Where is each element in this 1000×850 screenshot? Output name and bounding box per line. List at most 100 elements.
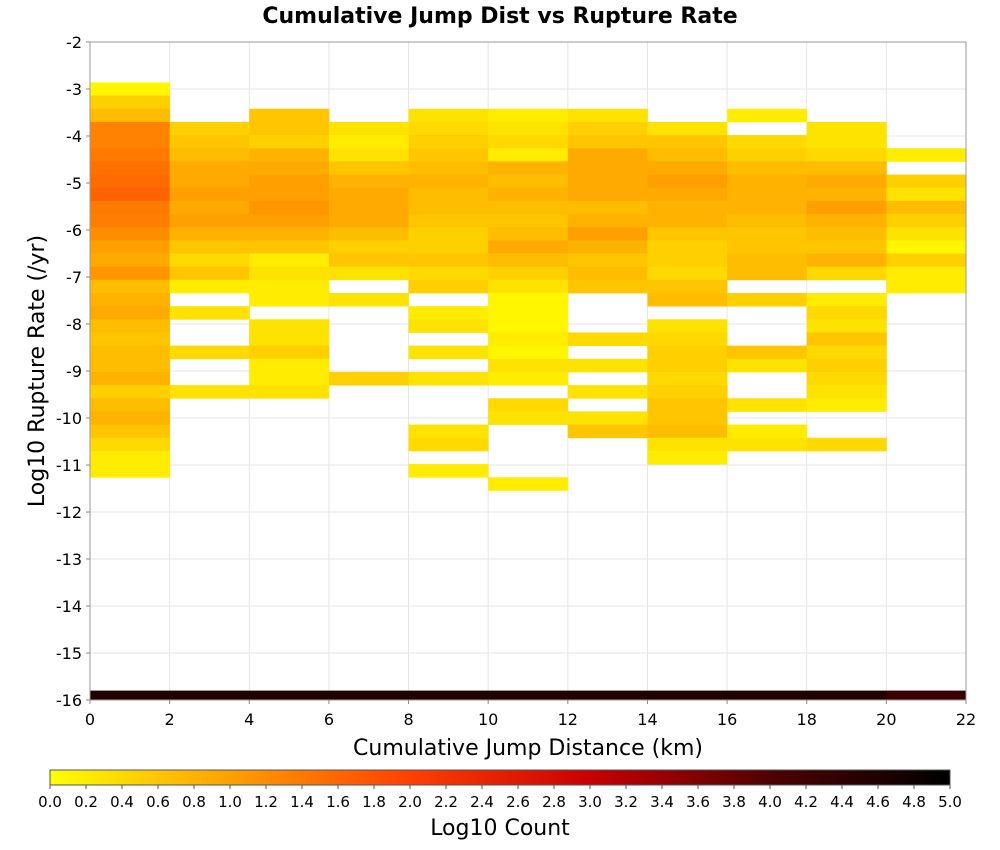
heatmap-cell bbox=[806, 135, 887, 149]
heatmap-cell bbox=[886, 266, 967, 281]
colorbar-tick-label: 3.0 bbox=[578, 793, 602, 811]
y-tick-label: -11 bbox=[56, 456, 82, 475]
heatmap-cell bbox=[408, 227, 489, 241]
heatmap-cell bbox=[249, 121, 330, 136]
heatmap-cell bbox=[328, 253, 409, 268]
heatmap-cell bbox=[488, 477, 569, 491]
heatmap-cell bbox=[806, 121, 887, 136]
heatmap-cell bbox=[647, 358, 728, 373]
heatmap-cell bbox=[169, 214, 250, 228]
colorbar-label: Log10 Count bbox=[430, 816, 570, 841]
heatmap-cell bbox=[408, 187, 489, 202]
heatmap-cell bbox=[647, 121, 728, 136]
y-tick-label: -3 bbox=[66, 80, 82, 99]
y-tick-label: -16 bbox=[56, 691, 82, 710]
heatmap-cell bbox=[90, 82, 171, 96]
heatmap-cell bbox=[647, 385, 728, 399]
heatmap-cell bbox=[249, 214, 330, 228]
heatmap-cell bbox=[408, 279, 489, 294]
heatmap-cell bbox=[90, 385, 171, 399]
heatmap-cell bbox=[727, 424, 808, 439]
heatmap-cell bbox=[328, 240, 409, 254]
heatmap-cell bbox=[90, 148, 171, 162]
colorbar-tick-label: 2.4 bbox=[470, 793, 494, 811]
heatmap-cell bbox=[328, 227, 409, 241]
heatmap-floor-cell bbox=[567, 690, 648, 700]
heatmap-cell bbox=[328, 200, 409, 215]
heatmap-cell bbox=[727, 266, 808, 281]
heatmap-cell bbox=[488, 161, 569, 175]
heatmap-cell bbox=[90, 398, 171, 412]
heatmap-cell bbox=[408, 319, 489, 333]
heatmap-cell bbox=[328, 148, 409, 162]
x-tick-label: 18 bbox=[797, 710, 817, 729]
heatmap-cell bbox=[249, 161, 330, 175]
heatmap-cell bbox=[567, 332, 648, 347]
x-tick-label: 6 bbox=[324, 710, 334, 729]
colorbar-tick-label: 1.0 bbox=[218, 793, 242, 811]
heatmap-cell bbox=[408, 464, 489, 478]
heatmap-cell bbox=[488, 135, 569, 149]
heatmap-cell bbox=[488, 279, 569, 294]
heatmap-cell bbox=[647, 292, 728, 307]
heatmap-cell bbox=[567, 174, 648, 189]
heatmap-cell bbox=[488, 108, 569, 123]
heatmap-cell bbox=[647, 345, 728, 360]
heatmap-cell bbox=[328, 214, 409, 228]
heatmap-cell bbox=[90, 174, 171, 189]
heatmap-cell bbox=[806, 174, 887, 189]
colorbar-tick-label: 4.2 bbox=[794, 793, 818, 811]
colorbar-tick-label: 3.8 bbox=[722, 793, 746, 811]
heatmap-cell bbox=[727, 174, 808, 189]
heatmap-cell bbox=[727, 358, 808, 373]
heatmap-cell bbox=[249, 253, 330, 268]
heatmap-cell bbox=[488, 121, 569, 136]
heatmap-cell bbox=[169, 253, 250, 268]
heatmap-cell bbox=[567, 227, 648, 241]
heatmap-cell bbox=[806, 161, 887, 175]
heatmap-cell bbox=[488, 200, 569, 215]
heatmap-cell bbox=[90, 214, 171, 228]
x-axis-label: Cumulative Jump Distance (km) bbox=[353, 736, 703, 761]
heatmap-cell bbox=[90, 371, 171, 386]
heatmap-cell bbox=[727, 108, 808, 123]
heatmap-floor-cell bbox=[249, 690, 330, 700]
heatmap-cell bbox=[90, 95, 171, 110]
y-tick-label: -9 bbox=[66, 362, 82, 381]
heatmap-cell bbox=[647, 253, 728, 268]
heatmap-cell bbox=[806, 227, 887, 241]
heatmap-cell bbox=[328, 371, 409, 386]
heatmap-cell bbox=[567, 161, 648, 175]
heatmap-cell bbox=[408, 148, 489, 162]
y-tick-label: -5 bbox=[66, 174, 82, 193]
heatmap-cell bbox=[328, 135, 409, 149]
colorbar-tick-label: 2.0 bbox=[398, 793, 422, 811]
heatmap-cell bbox=[647, 227, 728, 241]
heatmap-cell bbox=[886, 148, 967, 162]
heatmap-cell bbox=[249, 174, 330, 189]
heatmap-cell bbox=[90, 292, 171, 307]
colorbar-tick-label: 4.0 bbox=[758, 793, 782, 811]
heatmap-cell bbox=[727, 200, 808, 215]
heatmap-cell bbox=[806, 253, 887, 268]
colorbar-tick-label: 3.2 bbox=[614, 793, 638, 811]
heatmap-cell bbox=[647, 240, 728, 254]
heatmap-cell bbox=[249, 135, 330, 149]
heatmap-cell bbox=[806, 345, 887, 360]
heatmap-cell bbox=[90, 464, 171, 478]
heatmap-cell bbox=[90, 135, 171, 149]
heatmap-cell bbox=[90, 411, 171, 425]
heatmap-cell bbox=[488, 319, 569, 333]
heatmap-floor-cell bbox=[169, 690, 250, 700]
heatmap-cell bbox=[488, 214, 569, 228]
heatmap-cell bbox=[90, 345, 171, 360]
heatmap-cell bbox=[408, 253, 489, 268]
heatmap-cell bbox=[806, 398, 887, 412]
heatmap-cell bbox=[647, 161, 728, 175]
colorbar-tick-label: 1.6 bbox=[326, 793, 350, 811]
y-tick-label: -12 bbox=[56, 503, 82, 522]
heatmap-cell bbox=[90, 253, 171, 268]
colorbar-tick-label: 0.4 bbox=[110, 793, 134, 811]
heatmap-cell bbox=[806, 148, 887, 162]
